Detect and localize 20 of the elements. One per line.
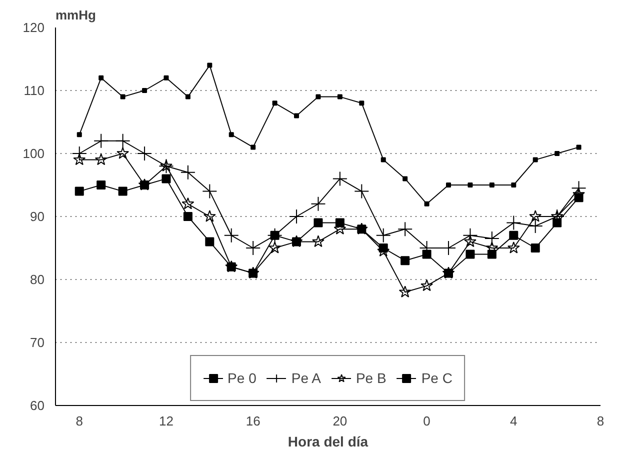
y-tick-label: 70 — [30, 335, 45, 350]
x-tick-label: 0 — [423, 414, 430, 428]
x-tick-label: 4 — [510, 414, 518, 428]
y-tick-label: 120 — [22, 20, 45, 35]
x-axis-title: Hora del día — [288, 434, 368, 450]
legend-label: Pe A — [291, 370, 321, 386]
legend-label: Pe 0 — [228, 370, 256, 386]
y-tick-label: 90 — [30, 209, 45, 224]
y-tick-label: 110 — [24, 83, 45, 98]
x-tick-label: 16 — [246, 414, 260, 428]
legend-label: Pe C — [421, 370, 452, 386]
y-axis-title: mmHg — [56, 8, 96, 22]
legend-label: Pe B — [356, 370, 386, 386]
y-tick-label: 80 — [30, 272, 45, 287]
x-tick-label: 12 — [159, 414, 174, 428]
x-tick-label: 8 — [76, 414, 84, 428]
y-tick-label: 60 — [30, 398, 45, 413]
x-tick-label: 20 — [332, 414, 348, 428]
y-tick-label: 100 — [22, 146, 45, 161]
x-tick-label: 8 — [596, 414, 604, 428]
